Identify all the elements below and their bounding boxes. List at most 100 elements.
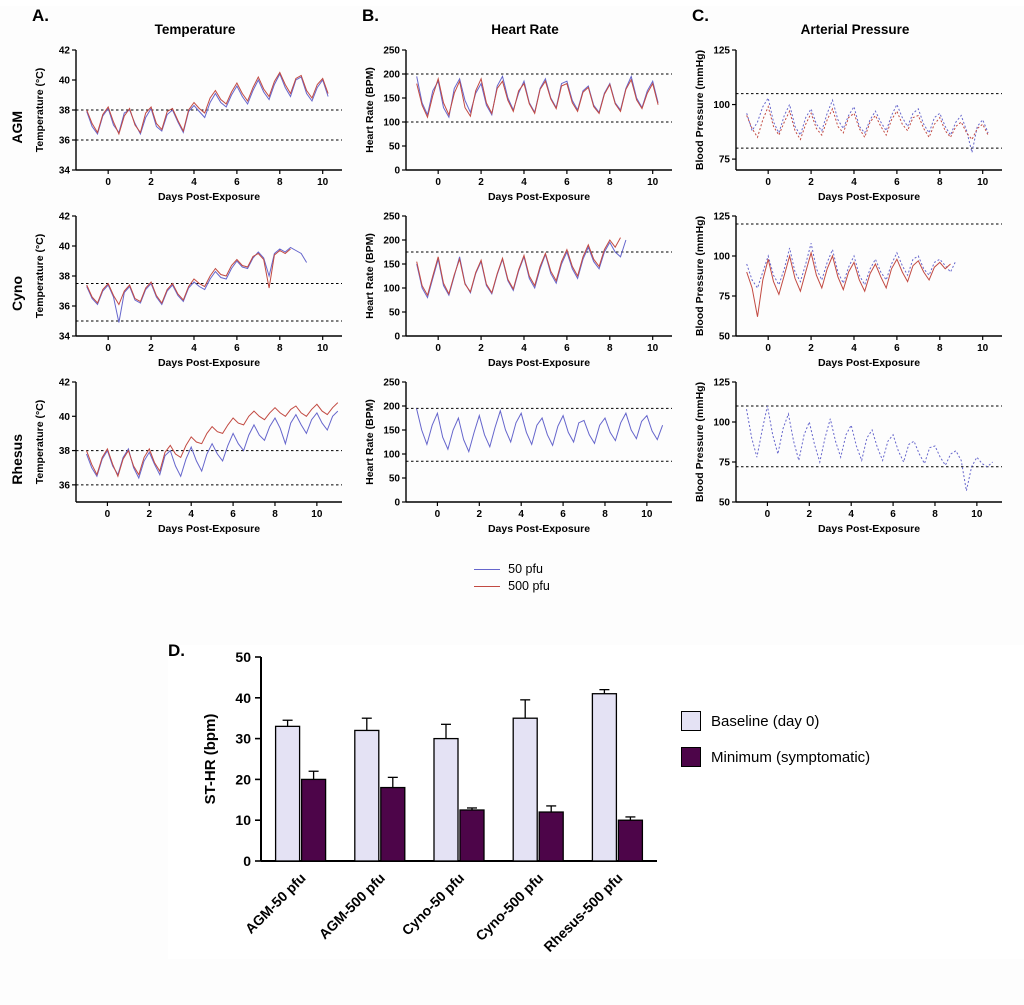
- series-line-50-pfu: [746, 96, 989, 153]
- category-label: AGM-500 pfu: [316, 870, 388, 942]
- y-tick-label: 42: [59, 378, 71, 389]
- 500-pfu-legend-label: 500 pfu: [508, 579, 550, 593]
- category-label: AGM-50 pfu: [242, 870, 309, 937]
- row-label-cyno: Cyno: [9, 275, 25, 311]
- series-line-500-pfu: [746, 250, 951, 317]
- y-tick-label: 50: [389, 308, 401, 319]
- y-tick-label: 150: [383, 260, 400, 271]
- y-tick-label: 40: [59, 242, 71, 253]
- x-tick-label: 4: [521, 343, 527, 354]
- y-tick-label: 125: [713, 46, 730, 57]
- row-label-cell-rhesus: Rhesus: [4, 376, 30, 542]
- row-label-agm: AGM: [9, 110, 25, 144]
- panel-a-label: A.: [32, 6, 49, 25]
- bar-Baseline-(day-0): [433, 737, 459, 862]
- y-axis-label: Blood Pressure (mmHg): [694, 50, 706, 170]
- x-tick-label: 0: [105, 177, 111, 188]
- x-tick-label: 8: [932, 509, 938, 520]
- rhesus-heart-rate-chart: 0 50 100 150 200 250 0 2 4 6 8 10 Heart Rate (BPM) Da…: [364, 378, 672, 535]
- x-axis-label: Days Post-Exposure: [158, 523, 260, 535]
- x-tick-label: 8: [607, 343, 613, 354]
- bar-Baseline-(day-0): [274, 725, 301, 862]
- row-label-cell-agm: AGM: [4, 44, 30, 210]
- y-tick-label: 42: [59, 46, 71, 57]
- x-axis-label: Days Post-Exposure: [158, 357, 260, 369]
- bar-Baseline-(day-0): [512, 717, 538, 862]
- agm-arterial-pressure-chart: 75 100 125 0 2 4 6 8 10 Blood Pressure (mmHg) Days…: [694, 46, 1002, 203]
- y-tick-label: 50: [719, 498, 731, 509]
- bar-Minimum-(symptomatic): [617, 819, 644, 862]
- y-tick-label: 100: [713, 418, 730, 429]
- series-line-500-pfu: [86, 248, 291, 306]
- y-tick-label: 150: [383, 94, 400, 105]
- y-tick-label: 125: [713, 212, 730, 223]
- y-tick-label: 34: [59, 332, 71, 343]
- bar-chart-legend: Baseline (day 0) Minimum (symptomatic): [681, 711, 870, 767]
- y-axis-label: Temperature (°C): [34, 234, 46, 319]
- y-tick-label: 36: [59, 302, 71, 313]
- series-line-50-pfu: [86, 410, 339, 480]
- y-tick-label: 100: [713, 252, 730, 263]
- x-axis-label: Days Post-Exposure: [818, 357, 920, 369]
- x-tick-label: 2: [808, 343, 814, 354]
- x-tick-label: 4: [848, 509, 854, 520]
- x-tick-label: 4: [521, 177, 527, 188]
- category-label: Cyno-50 pfu: [399, 870, 468, 939]
- y-tick-label: 50: [389, 142, 401, 153]
- x-tick-label: 2: [478, 177, 484, 188]
- rhesus-arterial-pressure-cell: 50 75 100 125 0 2 4 6 8 10 Blood Pressure (mmHg) Da…: [690, 376, 1020, 542]
- y-tick-label: 34: [59, 166, 71, 177]
- panel-b-header: B. Heart Rate: [360, 6, 690, 44]
- panel-c-header: C. Arterial Pressure: [690, 6, 1020, 44]
- x-tick-label: 2: [807, 509, 813, 520]
- x-tick-label: 10: [971, 509, 983, 520]
- series-line-50-pfu: [746, 405, 993, 491]
- x-tick-label: 4: [191, 343, 197, 354]
- y-axis-label: Heart Rate (BPM): [364, 399, 376, 485]
- y-tick-label: 0: [394, 498, 400, 509]
- x-tick-label: 10: [317, 177, 329, 188]
- agm-heart-rate-cell: 0 50 100 150 200 250 0 2 4 6 8 10 Heart Rate (BPM) Da…: [360, 44, 690, 210]
- series-line-500-pfu: [86, 402, 339, 478]
- y-tick-label: 38: [59, 446, 71, 457]
- y-tick-label: 20: [235, 771, 251, 787]
- y-tick-label: 50: [389, 474, 401, 485]
- row-label-rhesus: Rhesus: [9, 433, 25, 485]
- cyno-arterial-pressure-cell: 50 75 100 125 0 2 4 6 8 10 Blood Pressure (mmHg) Da…: [690, 210, 1020, 376]
- agm-arterial-pressure-cell: 75 100 125 0 2 4 6 8 10 Blood Pressure (mmHg) Days…: [690, 44, 1020, 210]
- x-tick-label: 10: [977, 177, 989, 188]
- 500-pfu-line-swatch: [474, 585, 501, 587]
- temperature-column-title: Temperature: [154, 22, 236, 37]
- panel-b-label: B.: [362, 6, 379, 25]
- y-axis-label: Temperature (°C): [34, 400, 46, 485]
- y-tick-label: 250: [383, 46, 400, 57]
- physiology-panel-grid: A. Temperature B. Heart Rate C. Arterial…: [4, 6, 1024, 542]
- cyno-heart-rate-cell: 0 50 100 150 200 250 0 2 4 6 8 10 Heart Rate (BPM) Da…: [360, 210, 690, 376]
- grid-corner: [4, 6, 30, 44]
- y-tick-label: 250: [383, 212, 400, 223]
- agm-temperature-chart: 34 36 38 40 42 0 2 4 6 8 10 Temperature (°C) Days Po…: [34, 46, 342, 203]
- x-axis-label: Days Post-Exposure: [158, 191, 260, 203]
- y-axis-label: Blood Pressure (mmHg): [694, 382, 706, 502]
- x-tick-label: 8: [272, 509, 278, 520]
- 50-pfu-line-swatch: [474, 568, 501, 570]
- x-tick-label: 10: [317, 343, 329, 354]
- x-tick-label: 4: [518, 509, 524, 520]
- agm-temperature-cell: 34 36 38 40 42 0 2 4 6 8 10 Temperature (°C) Days Po…: [30, 44, 360, 210]
- series-line-50-pfu: [416, 239, 627, 299]
- y-tick-label: 200: [383, 70, 400, 81]
- y-tick-label: 42: [59, 212, 71, 223]
- legend-item-500pfu: 500 pfu: [474, 579, 550, 593]
- cyno-temperature-cell: 34 36 38 40 42 0 2 4 6 8 10 Temperature (°C) Days Po…: [30, 210, 360, 376]
- x-tick-label: 0: [765, 509, 771, 520]
- bar-Minimum-(symptomatic): [538, 811, 564, 862]
- panel-d-label: D.: [168, 641, 185, 660]
- x-tick-label: 4: [851, 177, 857, 188]
- series-line-500-pfu: [416, 237, 621, 297]
- y-tick-label: 40: [59, 412, 71, 423]
- x-tick-label: 8: [602, 509, 608, 520]
- x-axis-label: Days Post-Exposure: [488, 523, 590, 535]
- x-tick-label: 6: [890, 509, 896, 520]
- x-tick-label: 4: [188, 509, 194, 520]
- legend-item-baseline: Baseline (day 0): [681, 711, 870, 731]
